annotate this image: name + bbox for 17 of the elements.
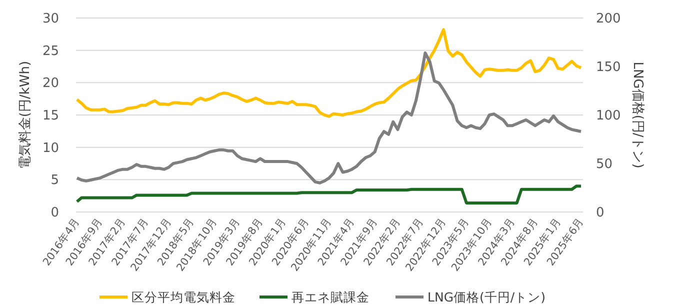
- y2-axis-title: LNG価格(円/トン): [630, 62, 645, 168]
- y2-tick-label: 150: [596, 60, 621, 75]
- y-tick-label: 5: [50, 173, 59, 188]
- y-axis-title: 電気料金(円/kWh): [18, 60, 33, 170]
- y2-tick-label: 50: [596, 157, 613, 172]
- y2-tick-label: 0: [596, 206, 604, 220]
- y-tick-label: 0: [50, 206, 59, 220]
- y-tick-label: 15: [42, 108, 59, 124]
- y-tick-label: 25: [42, 44, 59, 59]
- y-tick-label: 10: [42, 140, 59, 156]
- y-tick-label: 30: [42, 12, 59, 26]
- legend-label: LNG価格(千円/トン): [428, 290, 546, 304]
- y-tick-label: 20: [42, 76, 59, 92]
- legend-label: 区分平均電気料金: [132, 290, 236, 304]
- legend-label: 再エネ賦課金: [292, 290, 370, 304]
- y2-tick-label: 100: [596, 108, 621, 124]
- y2-tick-label: 200: [596, 12, 621, 26]
